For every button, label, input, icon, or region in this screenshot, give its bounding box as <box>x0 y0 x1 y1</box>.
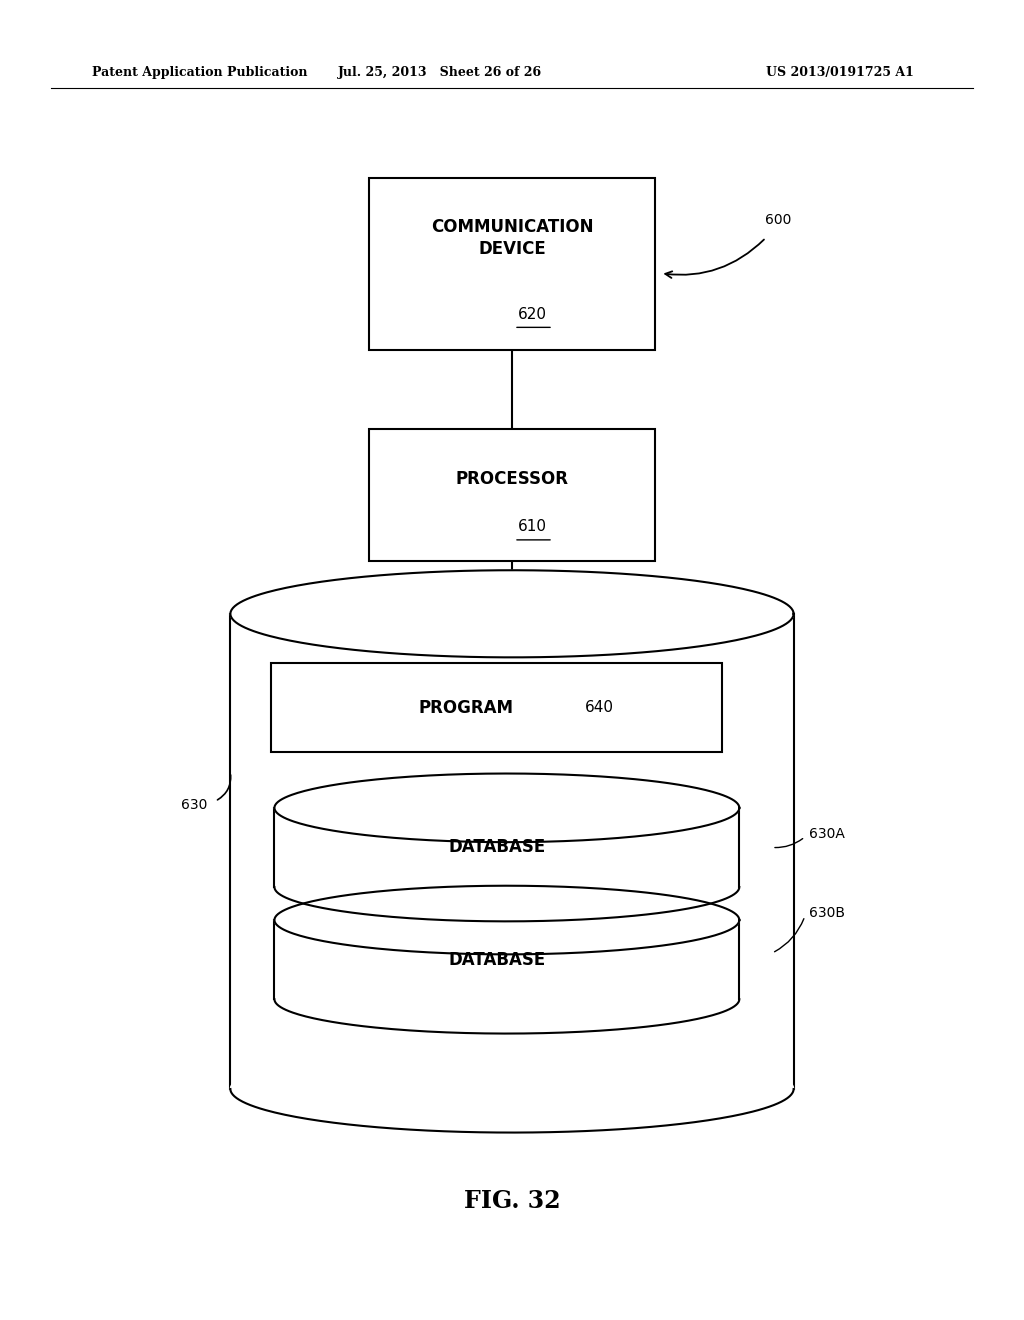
Text: 640: 640 <box>585 700 613 715</box>
Text: 630B: 630B <box>809 907 845 920</box>
Bar <box>369 178 655 350</box>
Text: Jul. 25, 2013   Sheet 26 of 26: Jul. 25, 2013 Sheet 26 of 26 <box>338 66 543 79</box>
Text: DATABASE: DATABASE <box>449 950 545 969</box>
Polygon shape <box>274 808 739 887</box>
Text: PROCESSOR: PROCESSOR <box>456 470 568 488</box>
Text: 630: 630 <box>181 799 208 812</box>
Text: DATABASE: DATABASE <box>449 838 545 857</box>
Polygon shape <box>274 886 739 954</box>
Bar <box>369 429 655 561</box>
Text: 630A: 630A <box>809 828 845 841</box>
Text: 600: 600 <box>765 214 792 227</box>
Text: COMMUNICATION
DEVICE: COMMUNICATION DEVICE <box>431 218 593 257</box>
Polygon shape <box>230 1045 794 1133</box>
Text: US 2013/0191725 A1: US 2013/0191725 A1 <box>766 66 913 79</box>
Text: 610: 610 <box>518 519 547 535</box>
Text: 620: 620 <box>518 306 547 322</box>
Text: PROGRAM: PROGRAM <box>419 698 513 717</box>
Polygon shape <box>230 570 794 657</box>
Polygon shape <box>274 920 739 999</box>
Polygon shape <box>230 614 794 1089</box>
Text: FIG. 32: FIG. 32 <box>464 1189 560 1213</box>
Bar <box>271 663 722 752</box>
Text: Patent Application Publication: Patent Application Publication <box>92 66 307 79</box>
Polygon shape <box>274 774 739 842</box>
